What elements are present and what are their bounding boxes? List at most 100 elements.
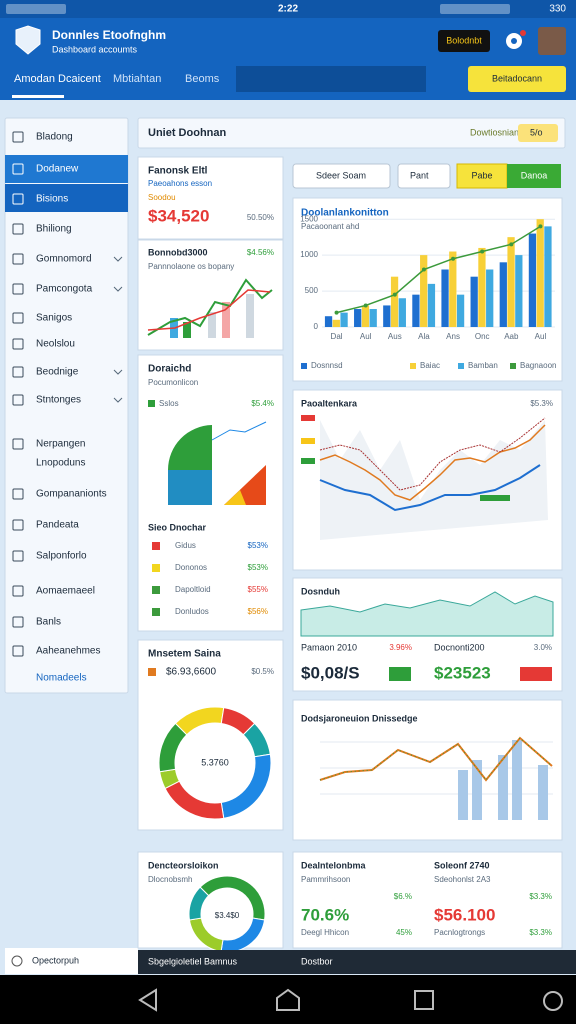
sidebar-icon <box>12 394 24 406</box>
donut-segment <box>158 722 188 773</box>
card-value: $6.93,6600 <box>166 667 216 678</box>
chevron <box>113 286 123 292</box>
sidebar-icon <box>12 438 24 450</box>
bar <box>536 219 544 327</box>
row-value: $55% <box>248 585 268 594</box>
tag <box>301 458 315 464</box>
card <box>292 851 563 949</box>
y-tick-label: 1500 <box>300 214 318 223</box>
sidebar-item[interactable]: Sanigos <box>36 313 72 324</box>
dropdown[interactable] <box>397 163 451 189</box>
sidebar-item[interactable]: Pamcongota <box>36 284 93 295</box>
tab[interactable]: Beoms <box>185 73 220 85</box>
header-button[interactable] <box>438 30 490 52</box>
notification-dot <box>520 30 526 36</box>
filter-button[interactable] <box>456 163 508 189</box>
bar <box>470 276 478 327</box>
y-tick-label: 1000 <box>300 250 318 259</box>
status-time: 2:22 <box>278 4 298 15</box>
card-title: Doraichd <box>148 364 191 375</box>
donut-center-label: $3.4$0 <box>215 911 240 920</box>
bar <box>507 237 515 327</box>
bar <box>499 262 507 327</box>
sidebar-link[interactable]: Nomadeels <box>36 673 87 684</box>
stat-badge <box>520 667 552 681</box>
filter-button-label: Pabe <box>471 170 492 180</box>
list-title: Sieo Dnochar <box>148 522 207 532</box>
line-point <box>363 303 368 308</box>
bar <box>354 309 362 327</box>
sidebar-icon <box>12 550 24 562</box>
chart-bar <box>512 740 522 820</box>
sidebar-item[interactable]: Neolslou <box>36 339 75 350</box>
nav-power[interactable] <box>543 991 563 1011</box>
stat-change: 3.96% <box>389 643 412 652</box>
card-title: Bonnobd3000 <box>148 247 208 257</box>
search-field[interactable] <box>236 66 426 92</box>
sidebar-item[interactable]: Stntonges <box>36 395 81 406</box>
sidebar-item[interactable]: Gompananionts <box>36 489 107 500</box>
toolbar-select[interactable] <box>518 124 558 142</box>
row-swatch <box>152 542 160 550</box>
navigation-bar <box>0 975 576 1024</box>
stat-label: Pacnlogtrongs <box>434 928 485 937</box>
bottom-bar-label[interactable]: Sbgelgioletiel Bamnus <box>148 956 238 966</box>
legend-swatch <box>510 363 516 369</box>
sidebar-item[interactable]: Dodanew <box>36 164 79 175</box>
filter-button-label: Danoa <box>521 170 548 180</box>
chart-line <box>211 421 267 441</box>
x-tick-label: Dal <box>331 332 343 341</box>
sidebar-active <box>5 155 128 183</box>
chart-shape <box>168 470 212 505</box>
legend-swatch <box>148 668 156 676</box>
chart-title: Doolanlankonitton <box>301 208 389 219</box>
card-subtitle: Pannnolaone os bopany <box>148 262 234 271</box>
x-tick-label: Aab <box>504 332 519 341</box>
logo <box>15 25 41 55</box>
sidebar-item[interactable]: Bisions <box>36 194 68 205</box>
stat-change: $6.% <box>394 892 412 901</box>
nav-back[interactable] <box>138 988 157 1012</box>
legend-label: Bagnaoon <box>520 361 556 370</box>
footer-icon <box>11 955 23 967</box>
stat-label: Pamaon 2010 <box>301 642 357 652</box>
legend-swatch <box>148 400 155 407</box>
sidebar-item[interactable]: Bladong <box>36 132 73 143</box>
row-swatch <box>152 608 160 616</box>
sidebar-item[interactable]: Pandeata <box>36 520 79 531</box>
tab[interactable]: Mbtiahtan <box>113 73 161 85</box>
x-tick-label: Aus <box>388 332 402 341</box>
sidebar-item[interactable]: Beodnige <box>36 367 79 378</box>
bar <box>486 269 494 327</box>
sidebar-item[interactable]: Salponforlo <box>36 551 87 562</box>
sidebar-icon <box>12 585 24 597</box>
x-tick-label: Ala <box>418 332 430 341</box>
sidebar-item[interactable]: Bhiliong <box>36 224 72 235</box>
tab[interactable]: Amodan Dcaicent <box>14 73 101 85</box>
legend-label: Baiac <box>420 361 440 370</box>
bar <box>449 251 457 327</box>
bar <box>383 305 391 327</box>
legend-label: Bamban <box>468 361 498 370</box>
avatar[interactable] <box>538 27 566 55</box>
bottom-bar-label[interactable]: Dostbor <box>301 956 333 966</box>
sidebar-item[interactable]: Aaheanehmes <box>36 646 101 657</box>
action-button[interactable] <box>468 66 566 92</box>
stat-label: Deegl Hhicon <box>301 928 349 937</box>
nav-home[interactable] <box>276 988 300 1011</box>
row-label: Donludos <box>175 607 209 616</box>
nav-recent[interactable] <box>414 990 434 1010</box>
sidebar-item[interactable]: Banls <box>36 617 61 628</box>
sidebar-item[interactable]: Aomaemaeel <box>36 586 95 597</box>
legend-swatch <box>410 363 416 369</box>
mini-bar <box>222 302 230 338</box>
search-input[interactable] <box>292 163 391 189</box>
donut-segment <box>188 886 210 921</box>
x-tick-label: Aul <box>360 332 372 341</box>
sidebar-item[interactable]: Gomnomord <box>36 254 92 265</box>
sidebar-item[interactable]: Lnopoduns <box>36 458 86 469</box>
chart-bar <box>538 765 548 820</box>
filter-button[interactable] <box>507 164 561 188</box>
sidebar-item[interactable]: Nerpangen <box>36 439 85 450</box>
